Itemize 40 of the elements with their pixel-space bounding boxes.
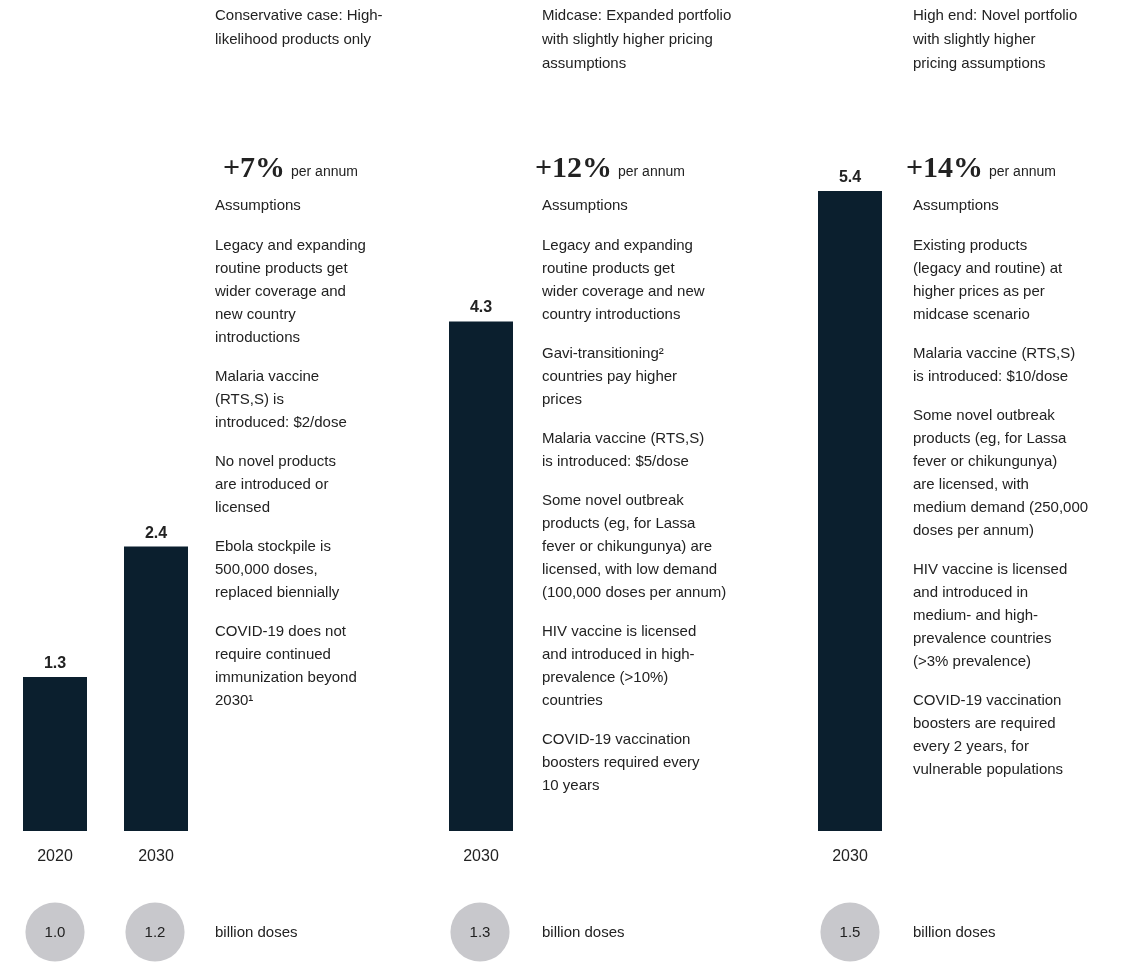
text: +14% per annum xyxy=(905,150,1056,183)
x-tick-label: 2030 xyxy=(138,847,174,864)
text: billion doses xyxy=(542,923,625,940)
x-tick-label: 2030 xyxy=(463,847,499,864)
text: billion doses xyxy=(913,923,996,940)
annotation: COVID-19 vaccination boosters required every 10 years xyxy=(542,730,701,793)
data-label: 4.3 xyxy=(469,298,493,316)
data-label: 5.4 xyxy=(838,168,862,186)
annotation: COVID-19 does not require continued immunization beyond 2030¹ xyxy=(215,622,357,708)
annotation: Legacy and expanding routine products get wider coverage and new country introductions xyxy=(214,236,366,345)
x-tick-label: 2030 xyxy=(832,847,868,864)
text: 1.5 xyxy=(839,923,861,940)
text: billion doses xyxy=(215,923,298,940)
text: 1.3 xyxy=(469,923,491,940)
annotation: HIV vaccine is licensed and introduced in medium- and high-prevalence countries (>3% prevalence) xyxy=(913,560,1068,669)
text: +12% per annum xyxy=(534,150,685,183)
x-tick-label: 2020 xyxy=(37,847,73,864)
annotation: Malaria vaccine (RTS,S) is introduced: $2/dose xyxy=(215,367,347,430)
annotation: Malaria vaccine (RTS,S) is introduced: $10/dose xyxy=(913,344,1076,384)
annotation: Gavi-transitioning² countries pay higher prices xyxy=(542,344,678,407)
annotation: HIV vaccine is licensed and introduced in high-prevalence (>10%) countries xyxy=(542,622,697,708)
annotation: Assumptions xyxy=(215,196,301,213)
data-label: 2.4 xyxy=(144,523,168,541)
text: Midcase: Expanded portfolio with slightly higher pricing assumptions xyxy=(541,6,732,71)
annotation: Some novel outbreak products (eg, for Lassa fever or chikungunya) are licensed, with medium demand (250,000 doses per annum) xyxy=(913,406,1089,538)
text: 1.2 xyxy=(144,923,166,940)
annotation: Assumptions xyxy=(913,196,999,213)
annotation: Ebola stockpile is 500,000 doses, replaced biennially xyxy=(215,537,340,600)
annotation: Existing products (legacy and routine) at higher prices as per midcase scenario xyxy=(913,236,1064,322)
annotation: Assumptions xyxy=(542,196,628,213)
text: High end: Novel portfolio with slightly higher pricing assumptions xyxy=(912,6,1078,71)
annotation: Legacy and expanding routine products get wider coverage and new country introductions xyxy=(541,236,705,322)
text: 1.0 xyxy=(44,923,66,940)
annotation: COVID-19 vaccination boosters are required every 2 years, for vulnerable populations xyxy=(913,691,1064,777)
annotation: Some novel outbreak products (eg, for Lassa fever or chikungunya) are licensed, with low demand (100,000 doses per annum) xyxy=(542,491,727,600)
text: +7% per annum xyxy=(222,150,358,183)
data-label: 1.3 xyxy=(43,653,67,671)
text: Conservative case: High-likelihood products only xyxy=(215,6,383,47)
annotation: No novel products are introduced or licensed xyxy=(215,452,336,515)
annotation: Malaria vaccine (RTS,S) is introduced: $5/dose xyxy=(542,429,705,469)
